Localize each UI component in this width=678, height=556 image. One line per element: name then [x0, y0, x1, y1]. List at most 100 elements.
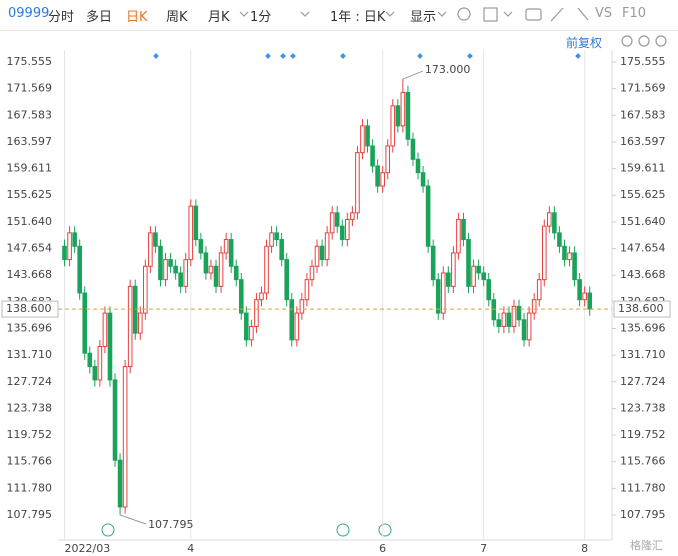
candle-body	[188, 205, 194, 261]
y-tick-label: 143.668	[620, 268, 666, 281]
event-marker[interactable]	[265, 53, 271, 59]
y-tick-label: 151.640	[7, 215, 53, 228]
pencil-icon[interactable]	[550, 7, 564, 22]
event-marker[interactable]	[575, 53, 581, 59]
candle-body	[153, 232, 158, 247]
candle-body	[390, 105, 396, 147]
candle-body	[137, 312, 143, 334]
tab[interactable]: 分时	[48, 10, 75, 25]
tab[interactable]: 日K	[126, 10, 148, 25]
y-tick-label: 167.583	[7, 108, 53, 121]
candle-body	[466, 239, 471, 287]
candle-body	[521, 319, 527, 341]
symbol[interactable]: 09999	[8, 6, 50, 21]
candle-body	[511, 305, 517, 327]
tab[interactable]: 周K	[166, 10, 188, 25]
candle-body	[410, 138, 416, 160]
candle-body	[324, 232, 330, 261]
candle-body	[365, 125, 370, 147]
zoom-in-icon[interactable]	[655, 35, 667, 47]
zoom-out-icon[interactable]	[638, 35, 650, 47]
vs-button[interactable]: VS	[595, 6, 613, 21]
settings-icon[interactable]	[457, 7, 471, 21]
candle-body	[360, 125, 365, 154]
candle-body	[132, 285, 138, 334]
news-icon[interactable]	[378, 523, 392, 537]
y-tick-label: 111.780	[7, 481, 53, 494]
adjust-button[interactable]: 前复权	[566, 36, 603, 50]
candle-body	[173, 265, 178, 274]
candle-body	[284, 259, 290, 301]
candle-body	[254, 299, 259, 327]
layout-icon[interactable]	[483, 7, 498, 22]
candle-body	[314, 245, 320, 267]
tab[interactable]: 多日	[86, 10, 113, 25]
event-marker[interactable]	[290, 53, 296, 59]
y-tick-label: 123.738	[7, 401, 53, 414]
candle-body	[405, 91, 411, 140]
y-tick-label: 159.611	[620, 162, 666, 175]
y-tick-label: 107.795	[7, 508, 53, 521]
candle-body	[112, 379, 118, 461]
candle-body	[218, 252, 224, 287]
candle-body	[385, 145, 391, 174]
candle-body	[461, 218, 466, 241]
candle-body	[395, 105, 401, 127]
tab[interactable]: 1分	[250, 10, 272, 25]
dropdown-arrow	[300, 11, 310, 17]
news-icon[interactable]	[101, 523, 115, 537]
candle-body	[526, 312, 532, 341]
candle-body	[264, 245, 269, 294]
candle-body	[577, 279, 582, 301]
y-tick-label: 131.710	[620, 348, 666, 361]
candle-body	[435, 279, 441, 314]
tab[interactable]: 显示	[410, 10, 437, 25]
candle-body	[471, 265, 476, 287]
event-marker[interactable]	[280, 53, 286, 59]
event-marker[interactable]	[153, 53, 159, 59]
tab[interactable]: 1年 : 日K	[330, 10, 386, 25]
candle-body	[62, 245, 67, 261]
earnings-icon[interactable]	[336, 523, 350, 537]
candle-body	[92, 366, 98, 381]
candle-body	[476, 265, 481, 274]
candle-body	[259, 292, 264, 301]
candle-body	[345, 218, 350, 241]
y-tick-label: 171.569	[7, 82, 53, 95]
candle-body	[486, 279, 492, 301]
x-tick-label: 6	[379, 542, 386, 555]
candle-body	[552, 212, 557, 234]
candle-body	[547, 212, 552, 227]
candle-body	[274, 232, 279, 241]
event-marker[interactable]	[417, 53, 423, 59]
x-tick-label: 8	[581, 542, 588, 555]
annotation-leader	[119, 514, 147, 525]
watermark: 格隆汇	[630, 539, 663, 552]
candle-body	[82, 292, 88, 354]
candle-body	[309, 265, 315, 281]
y-tick-label: 159.611	[7, 162, 53, 175]
y-tick-label: 135.696	[7, 321, 53, 334]
candle-body	[279, 239, 284, 261]
f10-button[interactable]: F10	[622, 6, 647, 21]
candle-body	[400, 91, 406, 127]
annotation: 173.000	[425, 63, 471, 76]
last-price-box	[613, 300, 671, 318]
reset-icon[interactable]	[621, 35, 633, 47]
candle-body	[334, 212, 340, 227]
tab[interactable]: 月K	[208, 10, 230, 25]
dropdown-arrow	[239, 11, 249, 17]
camera-icon[interactable]	[525, 8, 542, 21]
y-tick-label: 155.625	[620, 188, 666, 201]
event-marker[interactable]	[467, 53, 473, 59]
annotation-leader	[402, 70, 424, 80]
candle-body	[213, 265, 219, 287]
candle-body	[420, 172, 426, 187]
ruler-icon[interactable]	[577, 7, 589, 21]
event-marker[interactable]	[340, 53, 346, 59]
y-tick-label: 115.766	[620, 455, 666, 468]
candle-body	[208, 265, 214, 274]
y-tick-label: 163.597	[620, 135, 666, 148]
candle-body	[557, 232, 562, 247]
